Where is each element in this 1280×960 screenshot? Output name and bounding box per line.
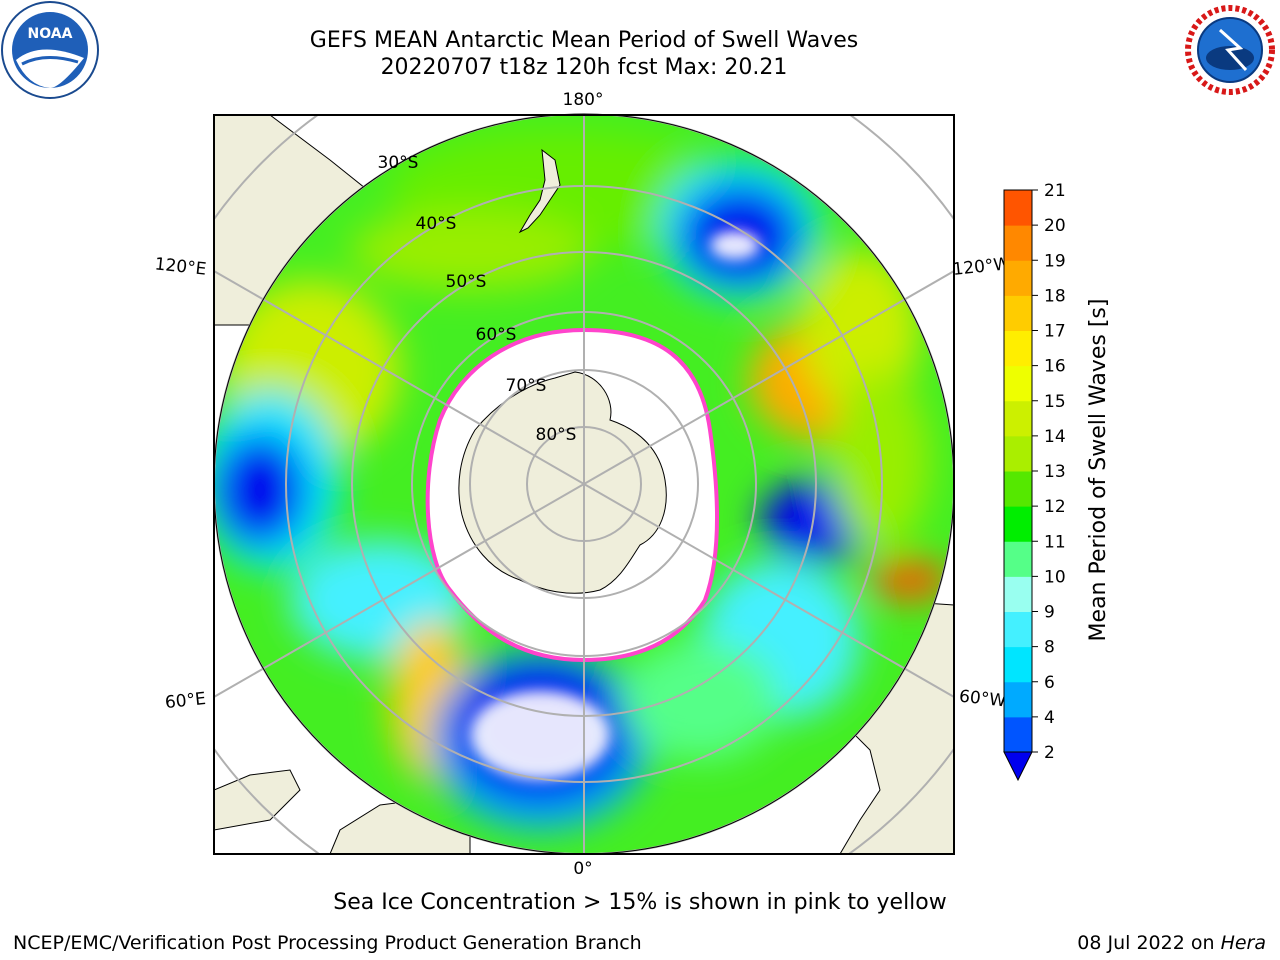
colorbar-tick-label: 16 (1044, 357, 1066, 377)
lon-label-120e: 120°E (154, 254, 208, 279)
colorbar-segment (1004, 576, 1032, 612)
colorbar-segment (1004, 365, 1032, 402)
colorbar-segment (1004, 681, 1032, 718)
antarctica-land (458, 371, 667, 594)
colorbar-tick-label: 21 (1044, 181, 1066, 201)
colorbar-segment (1004, 330, 1032, 367)
colorbar-segment (1004, 190, 1032, 226)
colorbar-extend-arrow (1003, 751, 1033, 782)
colorbar-segment (1004, 435, 1032, 472)
colorbar-tick-label: 19 (1044, 251, 1066, 271)
colorbar-tick-label: 11 (1044, 532, 1066, 552)
colorbar-tick-label: 9 (1044, 603, 1055, 623)
colorbar-segment (1004, 646, 1032, 683)
footer-left: NCEP/EMC/Verification Post Processing Pr… (13, 932, 642, 954)
lon-label-60w: 60°W (958, 687, 1007, 712)
colorbar-segment (1004, 225, 1032, 261)
chart-title: GEFS MEAN Antarctic Mean Period of Swell… (309, 28, 859, 53)
colorbar-tick-label: 4 (1044, 708, 1055, 728)
lat-label-30s: 30°S (378, 153, 419, 173)
colorbar-segment (1004, 716, 1032, 753)
colorbar-segment (1004, 506, 1032, 542)
map-frame (213, 114, 955, 855)
colorbar-tick-label: 20 (1044, 216, 1066, 236)
colorbar-tick-label: 6 (1044, 673, 1055, 693)
lat-label-80s: 80°S (536, 425, 577, 445)
footer-machine: Hera (1220, 932, 1266, 954)
colorbar-tick-label: 17 (1044, 322, 1066, 342)
chart-subtitle: 20220707 t18z 120h fcst Max: 20.21 (380, 55, 788, 80)
noaa-logo-text: NOAA (28, 26, 73, 42)
lon-label-120w: 120°W (952, 254, 1012, 280)
colorbar-segment (1004, 611, 1032, 648)
colorbar-tick-label: 8 (1044, 638, 1055, 658)
footer-right: 08 Jul 2022 on Hera (1077, 932, 1266, 954)
swell-period-field (214, 114, 954, 854)
lat-label-50s: 50°S (446, 272, 487, 292)
colorbar-tick-label: 13 (1044, 462, 1066, 482)
lon-label-60e: 60°E (164, 689, 207, 713)
graticule (214, 115, 954, 854)
footer-date: 08 Jul 2022 on (1077, 932, 1221, 954)
lon-label-180: 180° (563, 90, 604, 110)
colorbar-segment (1004, 400, 1032, 437)
colorbar-tick-label: 18 (1044, 286, 1066, 306)
colorbar: 2 4 6 8 9 10 11 12 13 14 15 16 17 18 19 20 21 (1003, 181, 1066, 782)
colorbar-segment (1004, 471, 1032, 507)
colorbar-segment (1004, 260, 1032, 296)
colorbar-segment (1004, 295, 1032, 331)
new-zealand-land (518, 148, 561, 234)
colorbar-tick-label: 2 (1044, 743, 1055, 763)
nws-logo (1182, 2, 1278, 98)
colorbar-label: Mean Period of Swell Waves [s] (1086, 299, 1111, 642)
colorbar-tick-label: 14 (1044, 427, 1066, 447)
sea-ice-note: Sea Ice Concentration > 15% is shown in … (333, 890, 947, 915)
noaa-logo: NOAA (1, 1, 99, 99)
lat-label-40s: 40°S (416, 214, 457, 234)
colorbar-tick-label: 10 (1044, 567, 1066, 587)
colorbar-tick-label: 15 (1044, 392, 1066, 412)
lat-label-70s: 70°S (506, 376, 547, 396)
lon-label-0: 0° (573, 859, 592, 879)
colorbar-segment (1004, 541, 1032, 577)
colorbar-tick-label: 12 (1044, 497, 1066, 517)
lat-label-60s: 60°S (476, 325, 517, 345)
